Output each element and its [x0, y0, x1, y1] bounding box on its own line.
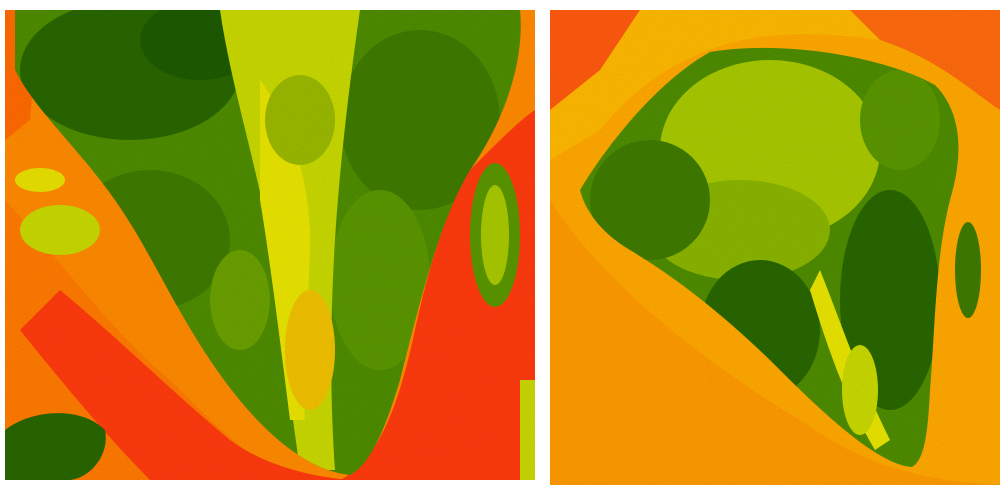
sandbar	[20, 205, 100, 255]
right-map	[550, 10, 1000, 485]
sandbar	[15, 168, 65, 192]
small-island	[955, 222, 981, 318]
edge-field	[520, 380, 535, 480]
water-light	[550, 10, 1000, 160]
water-band	[550, 200, 1000, 485]
noisy-bank	[850, 10, 1000, 110]
forest-patch	[5, 413, 106, 480]
small-island-core	[481, 185, 509, 285]
noisy-bank	[550, 10, 640, 110]
river-red-left	[20, 290, 360, 480]
water-band	[5, 200, 300, 480]
left-map	[5, 10, 535, 480]
